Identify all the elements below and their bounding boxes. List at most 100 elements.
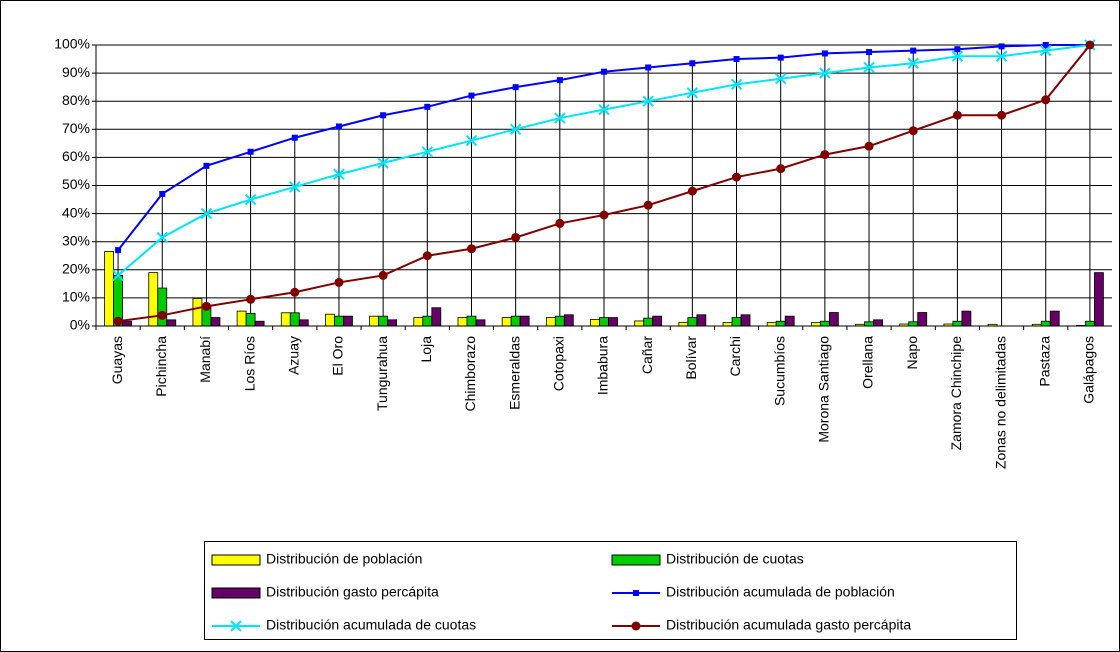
point [289, 181, 301, 193]
y-tick-label: 40% [62, 204, 90, 220]
point [777, 54, 784, 61]
y-tick-label: 30% [62, 232, 90, 248]
bar [1094, 272, 1104, 327]
x-tick-label: Imbabura [595, 336, 611, 395]
bar [466, 315, 477, 327]
point [952, 110, 962, 120]
legend-marker [633, 590, 639, 596]
y-tick-label: 0% [70, 317, 90, 333]
legend-swatch [211, 587, 261, 599]
bar [122, 320, 132, 327]
y-tick-label: 10% [62, 289, 90, 305]
bar [369, 315, 380, 327]
point [291, 134, 298, 141]
bar [157, 287, 168, 327]
point [686, 87, 699, 99]
point [422, 251, 432, 261]
point [997, 110, 1007, 120]
x-tick-label: Cañar [639, 336, 655, 374]
bar [908, 321, 919, 327]
bar [245, 312, 256, 327]
bar [722, 322, 733, 327]
bar [634, 320, 645, 327]
point [157, 310, 167, 320]
point [643, 200, 653, 210]
legend-label: Distribución acumulada gasto percápita [666, 617, 911, 633]
bar [554, 315, 565, 327]
bar [210, 317, 221, 327]
bar [510, 315, 521, 327]
point [244, 193, 257, 206]
x-tick-label: Morona Santiago [816, 336, 832, 443]
bar [325, 313, 335, 327]
legend-box [204, 541, 1017, 640]
bar [334, 315, 344, 327]
point [159, 190, 166, 197]
bar [917, 312, 928, 327]
legend-marker [631, 621, 641, 631]
point [601, 68, 607, 75]
point [820, 150, 830, 160]
point [1040, 44, 1052, 57]
x-tick-label: Loja [418, 336, 434, 363]
y-tick-label: 70% [62, 120, 90, 136]
point [730, 78, 743, 91]
x-tick-label: Pichincha [153, 336, 169, 397]
bar [599, 317, 609, 327]
point [247, 148, 254, 155]
bar [563, 314, 574, 327]
point [115, 247, 122, 254]
point [424, 103, 431, 110]
point [689, 60, 696, 67]
y-tick-label: 90% [62, 64, 90, 80]
x-tick-label: Pastaza [1036, 336, 1052, 387]
x-tick-label: Chimborazo [462, 336, 478, 412]
point [512, 84, 519, 91]
point [954, 46, 961, 53]
point [203, 162, 210, 169]
point [556, 77, 563, 84]
bar [1040, 320, 1051, 327]
point [200, 207, 213, 220]
bar [431, 307, 442, 327]
legend-marker [230, 620, 242, 632]
bar [378, 315, 389, 327]
point [377, 157, 389, 169]
bar [687, 317, 698, 327]
bar [387, 319, 398, 327]
legend-label: Distribución acumulada de población [666, 584, 895, 600]
bar [608, 317, 618, 327]
bar [475, 319, 486, 327]
bar [236, 310, 247, 327]
point [645, 64, 652, 71]
bar [192, 298, 203, 327]
bar [731, 317, 742, 327]
legend-swatch [211, 554, 261, 566]
x-tick-label: Sucumbíos [771, 336, 787, 406]
legend-label: Distribución acumulada de cuotas [266, 617, 476, 633]
bar [280, 312, 291, 327]
x-tick-label: Bolívar [683, 336, 699, 380]
bar [819, 320, 830, 327]
x-tick-label: Napo [904, 336, 920, 370]
x-tick-label: Zamora Chinchipe [948, 336, 964, 451]
bar [775, 320, 786, 327]
bar [1085, 320, 1095, 327]
point [821, 50, 828, 57]
bar [828, 312, 839, 327]
y-tick-label: 80% [62, 92, 90, 108]
point [465, 134, 478, 147]
point [864, 141, 874, 151]
point [910, 47, 917, 54]
bar [422, 315, 433, 327]
bar [952, 320, 963, 327]
bar [810, 322, 821, 327]
bar [343, 315, 353, 327]
point [995, 50, 1008, 62]
bar [740, 314, 751, 327]
bar [289, 312, 300, 327]
legend-label: Distribución gasto percápita [266, 584, 439, 600]
point [378, 270, 388, 280]
point [201, 301, 211, 311]
point [599, 210, 609, 220]
